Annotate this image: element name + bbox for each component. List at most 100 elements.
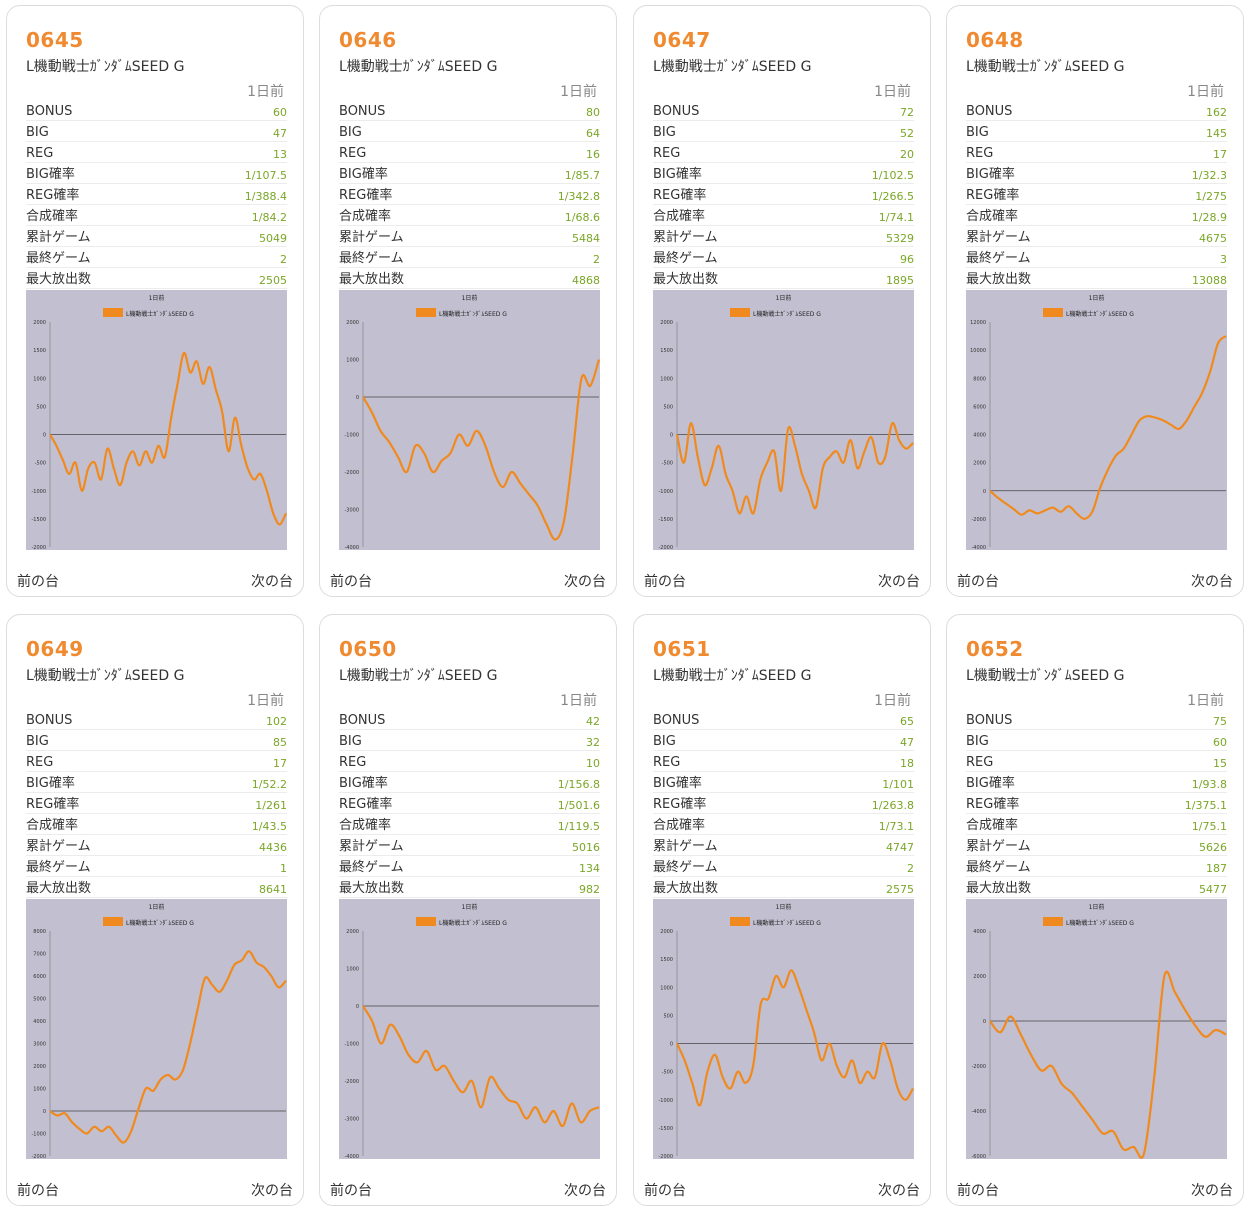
y-tick-label: 2000 (346, 320, 359, 326)
stats-row: BIG 145 (966, 122, 1227, 142)
machine-card: 0649 L機動戦士ｶﾞﾝﾀﾞﾑSEED G 1日前 BONUS 102 BIG … (6, 614, 304, 1206)
stats-value: 1 (280, 862, 287, 875)
prev-machine-link[interactable]: 前の台 (330, 1183, 372, 1199)
next-machine-link[interactable]: 次の台 (564, 574, 606, 590)
stats-row: BONUS 60 (26, 101, 287, 121)
stats-row: REG 15 (966, 752, 1227, 772)
period-label: 1日前 (1187, 84, 1224, 100)
legend-swatch (730, 917, 750, 926)
next-machine-link[interactable]: 次の台 (251, 1183, 293, 1199)
prev-machine-link[interactable]: 前の台 (644, 1183, 686, 1199)
stats-row: BONUS 102 (26, 710, 287, 730)
y-tick-label: 2000 (346, 929, 359, 935)
stats-row: BIG確率 1/102.5 (653, 164, 914, 184)
y-tick-label: 500 (36, 404, 46, 410)
stats-label: 合成確率 (339, 818, 392, 833)
machine-number[interactable]: 0651 (653, 637, 711, 661)
legend-swatch (103, 308, 123, 317)
prev-machine-link[interactable]: 前の台 (644, 574, 686, 590)
stats-row: 最大放出数 8641 (26, 878, 287, 898)
stats-row: BIG 47 (653, 731, 914, 751)
stats-row: BONUS 42 (339, 710, 600, 730)
stats-label: BONUS (26, 713, 73, 728)
stats-label: BIG (339, 734, 362, 749)
y-tick-label: 2000 (33, 1064, 46, 1070)
y-tick-label: -1500 (31, 517, 46, 523)
series-line (676, 969, 914, 1107)
stats-label: BONUS (339, 104, 386, 119)
stats-row: BIG確率 1/156.8 (339, 773, 600, 793)
next-machine-link[interactable]: 次の台 (564, 1183, 606, 1199)
next-machine-link[interactable]: 次の台 (878, 1183, 920, 1199)
stats-value: 1/266.5 (871, 190, 914, 203)
stats-label: BIG (26, 125, 49, 140)
prev-machine-link[interactable]: 前の台 (17, 1183, 59, 1199)
stats-row: REG 10 (339, 752, 600, 772)
machine-number[interactable]: 0650 (339, 637, 397, 661)
stats-row: BIG確率 1/52.2 (26, 773, 287, 793)
y-tick-label: 2000 (660, 320, 673, 326)
y-tick-label: 0 (983, 489, 986, 495)
stats-label: REG確率 (26, 797, 80, 812)
stats-value: 1/263.8 (871, 799, 914, 812)
machine-number[interactable]: 0647 (653, 28, 711, 52)
next-machine-link[interactable]: 次の台 (251, 574, 293, 590)
stats-value: 52 (900, 127, 914, 140)
next-machine-link[interactable]: 次の台 (878, 574, 920, 590)
y-tick-label: -3000 (344, 508, 359, 514)
stats-row: BONUS 80 (339, 101, 600, 121)
stats-value: 5329 (886, 232, 914, 245)
y-tick-label: 4000 (973, 433, 986, 439)
period-label: 1日前 (560, 84, 597, 100)
chart-title: 1日前 (149, 903, 165, 911)
stats-value: 1/75.1 (1191, 820, 1227, 833)
plot-background (26, 899, 287, 1159)
stats-value: 1/342.8 (557, 190, 600, 203)
stats-row: 合成確率 1/119.5 (339, 815, 600, 835)
prev-machine-link[interactable]: 前の台 (957, 1183, 999, 1199)
y-tick-label: 2000 (973, 461, 986, 467)
stats-label: BIG確率 (26, 167, 75, 182)
machine-number[interactable]: 0649 (26, 637, 84, 661)
y-tick-label: 0 (43, 433, 46, 439)
stats-value: 1/107.5 (244, 169, 287, 182)
legend-label: L機動戦士ｶﾞﾝﾀﾞﾑSEED G (753, 919, 821, 927)
next-machine-link[interactable]: 次の台 (1191, 1183, 1233, 1199)
machine-card: 0645 L機動戦士ｶﾞﾝﾀﾞﾑSEED G 1日前 BONUS 60 BIG 4… (6, 5, 304, 597)
series-line (49, 351, 287, 526)
y-tick-label: 2000 (660, 929, 673, 935)
stats-value: 1/52.2 (251, 778, 287, 791)
stats-label: BIG (966, 125, 989, 140)
stats-value: 102 (266, 715, 287, 728)
stats-row: 最大放出数 13088 (966, 269, 1227, 289)
machine-number[interactable]: 0652 (966, 637, 1024, 661)
stats-row: BIG 85 (26, 731, 287, 751)
machine-card: 0647 L機動戦士ｶﾞﾝﾀﾞﾑSEED G 1日前 BONUS 72 BIG 5… (633, 5, 931, 597)
stats-label: 最終ゲーム (653, 860, 718, 875)
stats-value: 47 (900, 736, 914, 749)
next-machine-link[interactable]: 次の台 (1191, 574, 1233, 590)
y-tick-label: -1000 (658, 1098, 673, 1104)
y-tick-label: -4000 (971, 1109, 986, 1115)
stats-value: 187 (1206, 862, 1227, 875)
machine-number[interactable]: 0648 (966, 28, 1024, 52)
stats-value: 4436 (259, 841, 287, 854)
machine-number[interactable]: 0646 (339, 28, 397, 52)
prev-machine-link[interactable]: 前の台 (957, 574, 999, 590)
prev-machine-link[interactable]: 前の台 (17, 574, 59, 590)
series-line (675, 421, 914, 515)
machine-number[interactable]: 0645 (26, 28, 84, 52)
stats-value: 2 (907, 862, 914, 875)
stats-value: 5484 (572, 232, 600, 245)
stats-value: 1/68.6 (564, 211, 600, 224)
machine-card: 0648 L機動戦士ｶﾞﾝﾀﾞﾑSEED G 1日前 BONUS 162 BIG … (946, 5, 1244, 597)
stats-row: BIG 64 (339, 122, 600, 142)
stats-row: REG 16 (339, 143, 600, 163)
stats-table: BONUS 42 BIG 32 REG 10 BIG確率 1/156.8 REG確率 1… (339, 710, 600, 899)
stats-row: 最大放出数 982 (339, 878, 600, 898)
prev-machine-link[interactable]: 前の台 (330, 574, 372, 590)
y-tick-label: 1000 (33, 1087, 46, 1093)
chart-svg: 1日前 L機動戦士ｶﾞﾝﾀﾞﾑSEED G 2000 1500 1000 500 0 -500… (653, 290, 914, 550)
stats-table: BONUS 65 BIG 47 REG 18 BIG確率 1/101 REG確率 1/2… (653, 710, 914, 899)
stats-label: 累計ゲーム (26, 230, 91, 245)
